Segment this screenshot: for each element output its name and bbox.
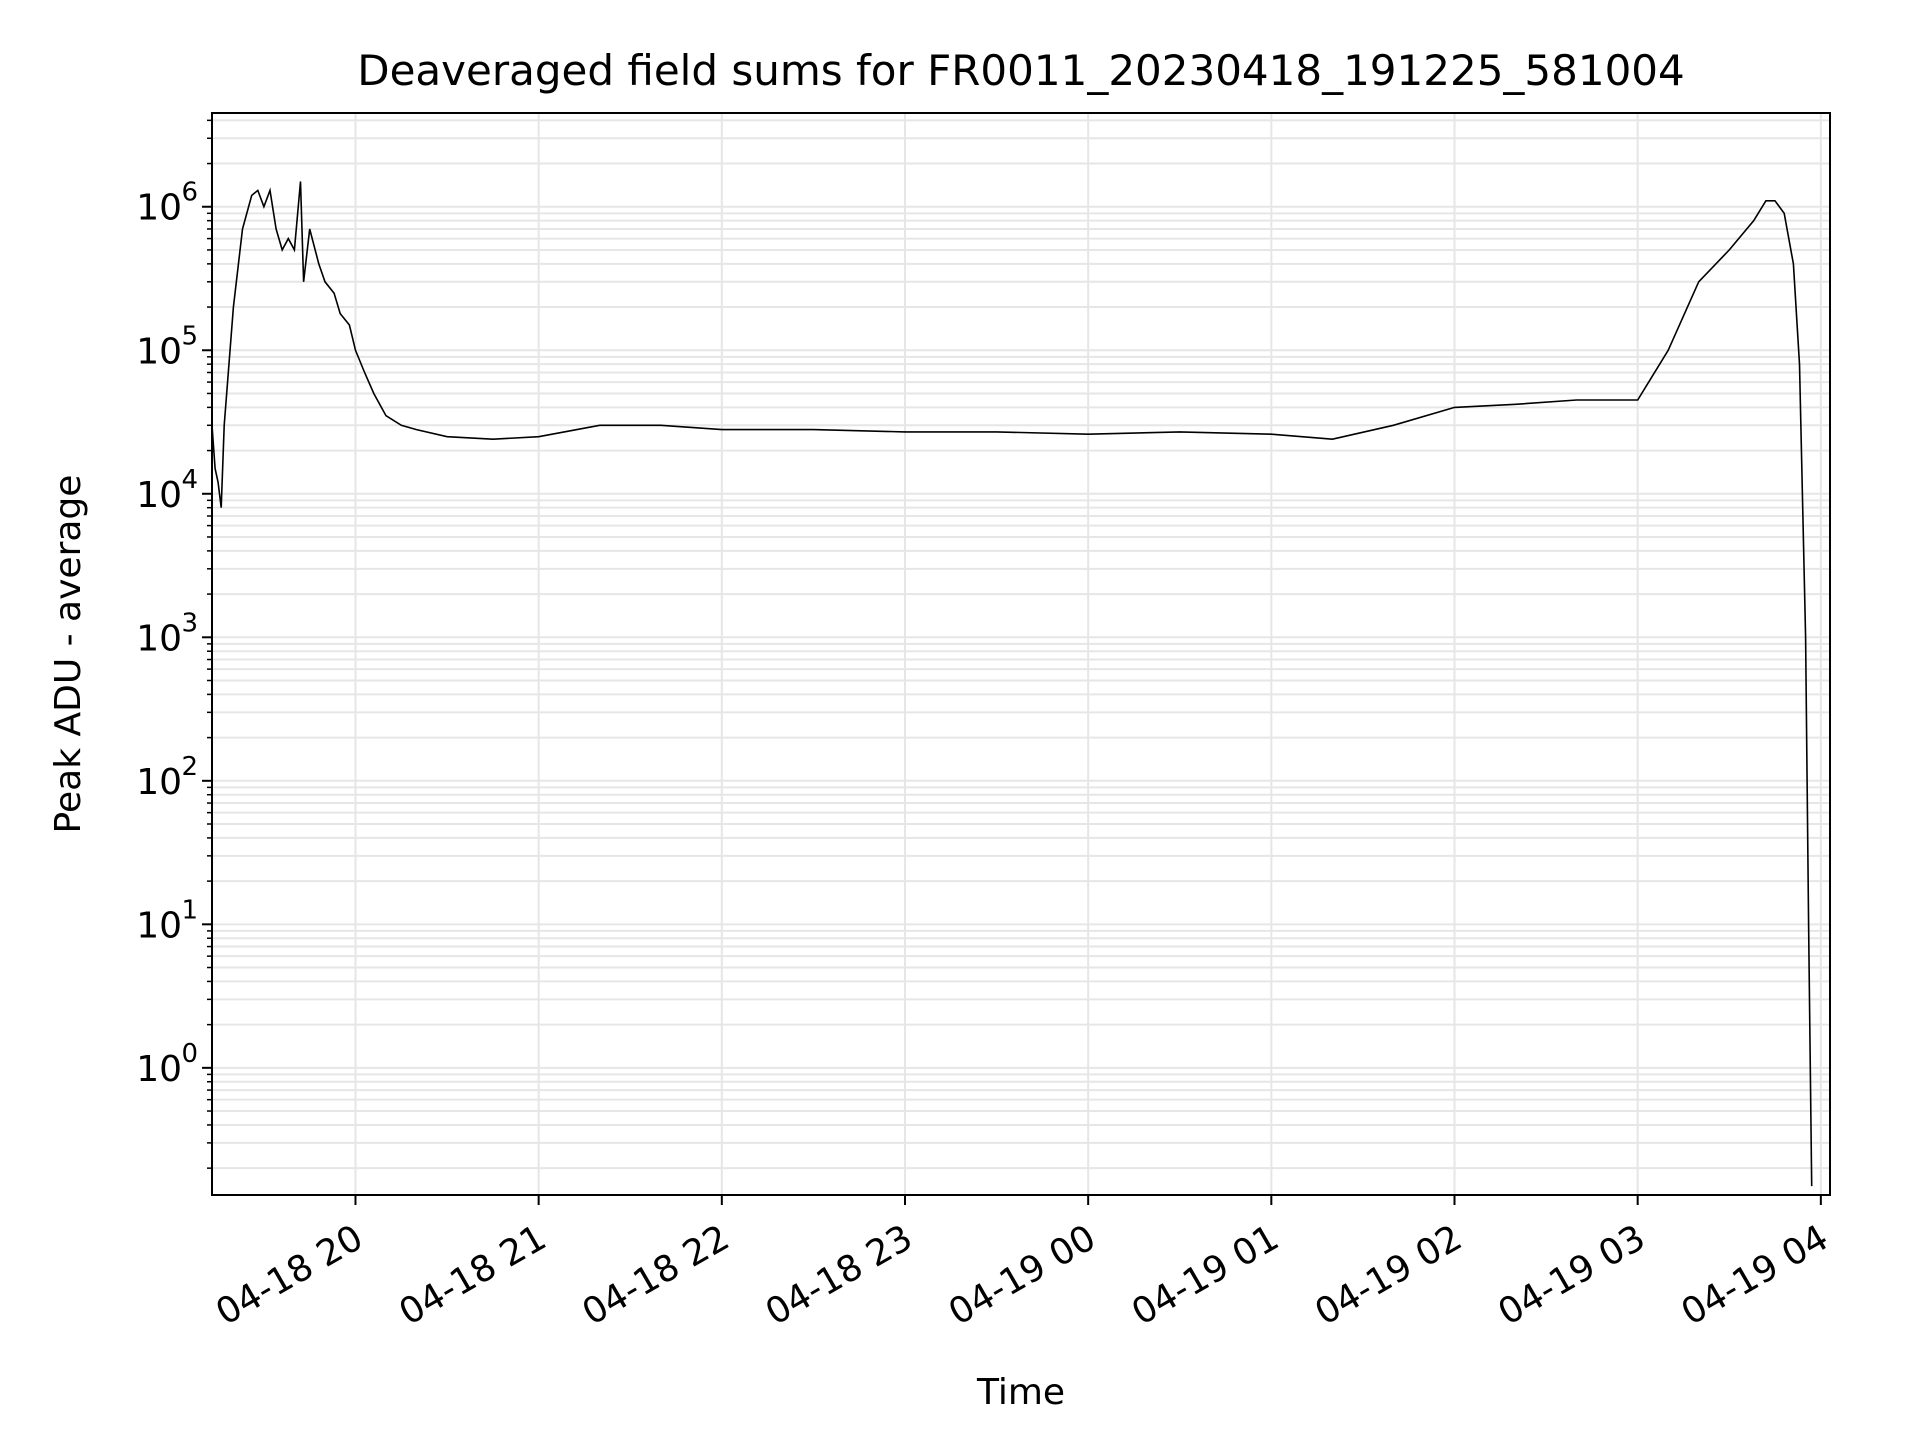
y-tick-label: 10 — [136, 475, 182, 516]
y-tick-exponent: 4 — [181, 465, 198, 495]
y-tick-label: 10 — [136, 762, 182, 803]
y-tick-label: 10 — [136, 188, 182, 229]
y-tick-exponent: 2 — [181, 752, 198, 782]
y-tick-exponent: 5 — [181, 321, 198, 351]
axes-frame — [211, 112, 1831, 1196]
y-tick-label: 10 — [136, 331, 182, 372]
y-tick-label: 10 — [136, 1049, 182, 1090]
y-axis-label: Peak ADU - average — [48, 475, 89, 834]
y-tick-exponent: 1 — [181, 895, 198, 925]
plot-data — [211, 181, 1813, 1187]
y-tick-exponent: 6 — [181, 178, 198, 208]
y-tick-exponent: 3 — [181, 608, 198, 638]
y-tick-label: 10 — [136, 618, 182, 659]
series-line — [211, 181, 1813, 1187]
x-axis-label: Time — [976, 1372, 1065, 1413]
y-tick-label: 10 — [136, 905, 182, 946]
grid-lines — [212, 113, 1830, 1195]
chart-title: Deaveraged field sums for FR0011_2023041… — [357, 46, 1685, 95]
y-tick-exponent: 0 — [181, 1039, 198, 1069]
